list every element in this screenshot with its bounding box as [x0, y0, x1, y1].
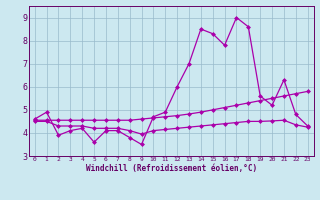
X-axis label: Windchill (Refroidissement éolien,°C): Windchill (Refroidissement éolien,°C) [86, 164, 257, 173]
